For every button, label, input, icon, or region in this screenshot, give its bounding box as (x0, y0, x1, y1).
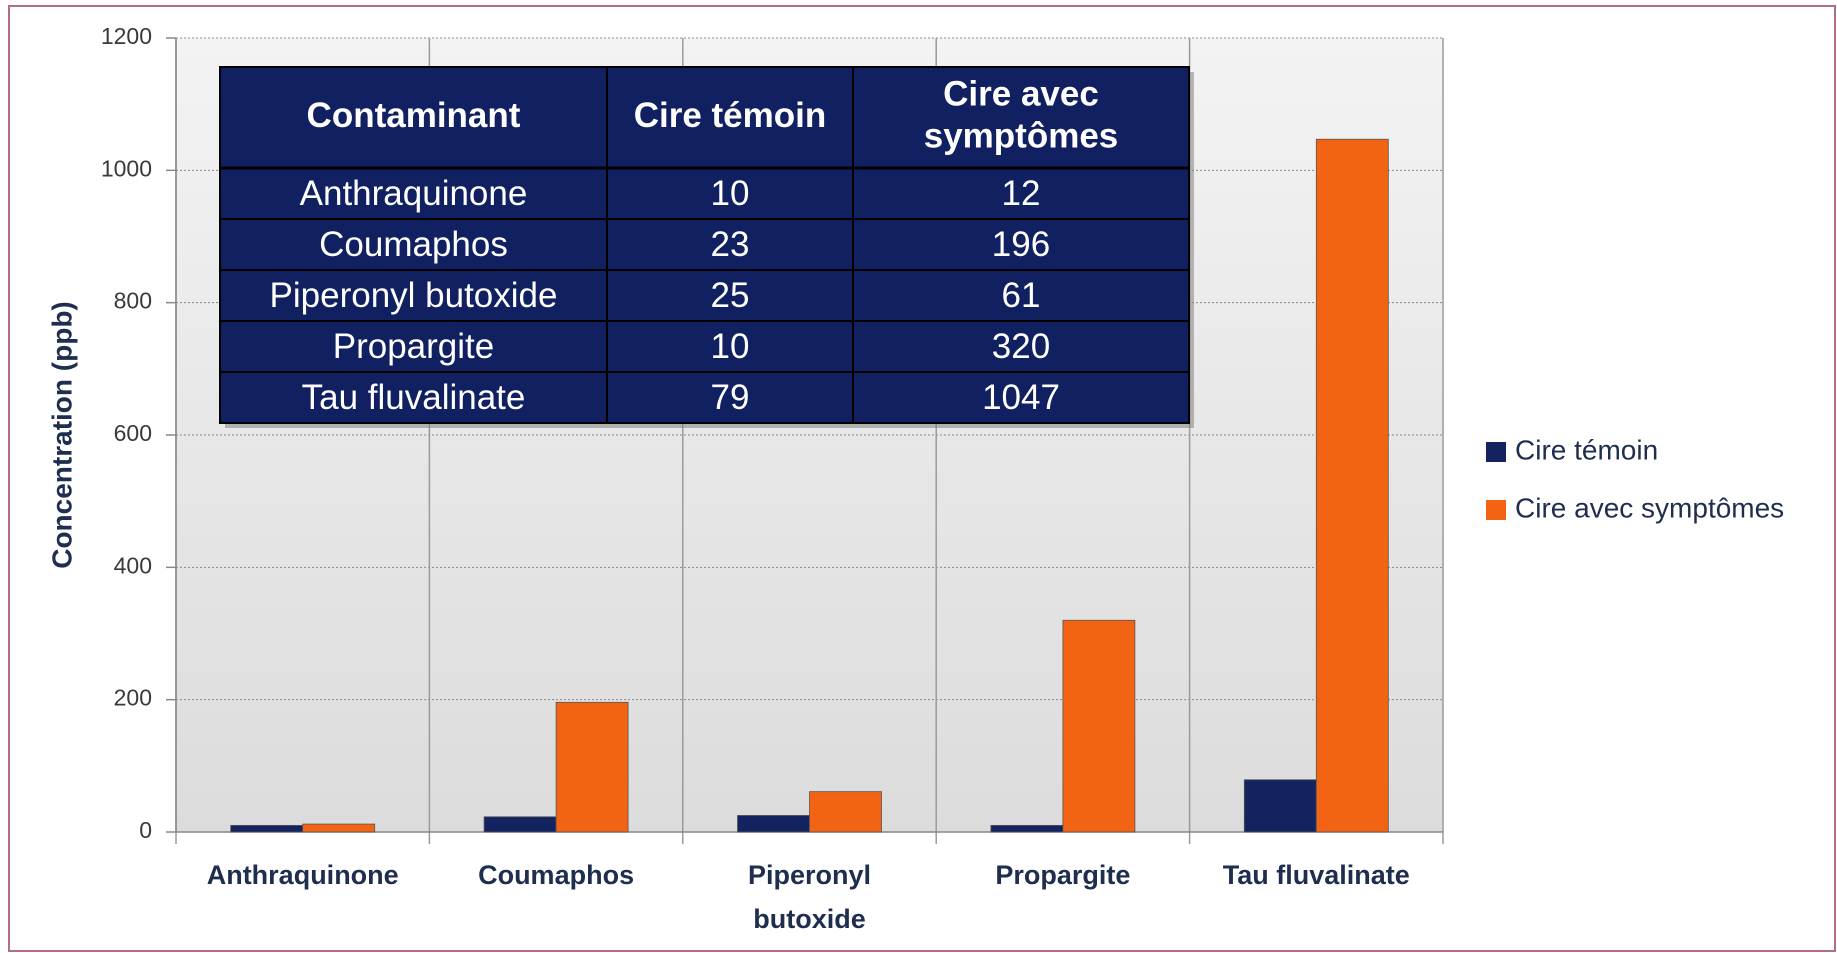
table-cell: Propargite (333, 327, 494, 366)
table-cell: Anthraquinone (300, 174, 528, 213)
table-cell: Tau fluvalinate (302, 378, 526, 417)
x-tick-label: Tau fluvalinate (1223, 860, 1410, 890)
y-tick-label: 600 (114, 420, 152, 446)
table-cell: 196 (992, 225, 1050, 264)
legend-label: Cire avec symptômes (1515, 492, 1784, 523)
y-tick-label: 0 (139, 817, 152, 843)
bar (990, 824, 1064, 833)
bar (809, 791, 882, 833)
legend-label: Cire témoin (1515, 434, 1658, 465)
bar (1243, 779, 1317, 833)
table-header-line: Cire avec (943, 75, 1099, 114)
y-tick-label: 1200 (101, 23, 152, 49)
bar (1062, 619, 1136, 833)
table-cell: 1047 (982, 378, 1060, 417)
y-tick-label: 200 (114, 685, 152, 711)
x-tick-label: Propargite (995, 860, 1130, 890)
table-header: Cire avec symptômes (924, 75, 1119, 156)
table-cell: 10 (711, 174, 750, 213)
table-cell: Piperonyl butoxide (270, 276, 558, 315)
bar (230, 824, 304, 833)
table-body (219, 66, 1190, 424)
bar (302, 823, 376, 833)
x-tick-label: Piperonyl butoxide (748, 860, 871, 934)
table-cell: 79 (711, 378, 750, 417)
y-tick-label: 400 (114, 552, 152, 578)
x-tick-label: Coumaphos (478, 860, 634, 890)
y-tick-label: 800 (114, 288, 152, 314)
y-tick-label: 1000 (101, 155, 152, 181)
legend-swatch (1486, 442, 1506, 462)
bar (737, 815, 810, 833)
x-tick-label: Anthraquinone (207, 860, 399, 890)
y-axis-label: Concentration (ppb) (46, 301, 77, 569)
bar (483, 816, 557, 833)
table-cell: 12 (1002, 174, 1041, 213)
table-header-line: symptômes (924, 117, 1119, 156)
legend-swatch (1486, 500, 1506, 520)
table-header: Contaminant (307, 96, 521, 135)
table-cell: 61 (1002, 276, 1041, 315)
bar (1315, 138, 1389, 833)
table-cell: 23 (711, 225, 750, 264)
table-cell: Coumaphos (319, 225, 508, 264)
bar (555, 701, 629, 833)
table-cell: 10 (711, 327, 750, 366)
table-header: Cire témoin (634, 96, 827, 135)
table-cell: 320 (992, 327, 1050, 366)
x-tick-label-line: butoxide (753, 904, 866, 934)
table-cell: 25 (711, 276, 750, 315)
x-tick-label-line: Piperonyl (748, 860, 871, 890)
